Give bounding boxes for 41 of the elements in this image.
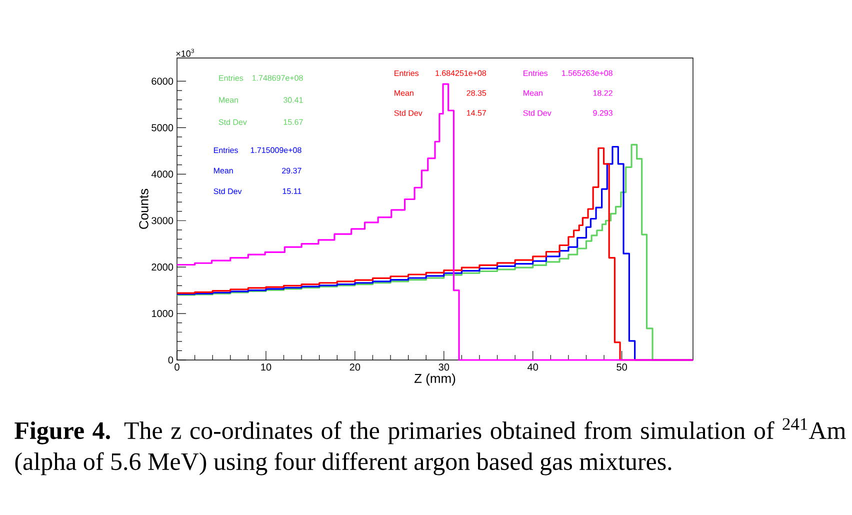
- y-tick-label: 0: [168, 356, 174, 364]
- text: Figure 4. The z co-ordinates of the primaries obtained from simulation of $^{241}$Am (alpha of 5.6 MeV) using four different argon based gas mixtures.: [14, 418, 846, 476]
- annotation: Std Dev: [214, 188, 242, 194]
- annotation: 1.684251e+08: [436, 70, 486, 76]
- annotation: 30.41: [284, 97, 303, 103]
- x-tick-label: 40: [528, 364, 538, 371]
- y-tick-label: 1000: [152, 310, 174, 318]
- annotation: Entries: [394, 70, 419, 76]
- x-axis-title: Z (mm): [414, 373, 456, 386]
- annotation: Mean: [219, 97, 238, 103]
- y-tick-label: 5000: [152, 124, 174, 132]
- annotation: 18.22: [593, 90, 612, 96]
- y-axis-title: Counts: [139, 188, 148, 229]
- annotation: 28.35: [466, 90, 486, 96]
- annotation: Mean: [524, 90, 542, 96]
- annotation: 9.293: [593, 110, 612, 116]
- annotation: 1.565263e+08: [562, 70, 612, 76]
- x-tick-label: 30: [438, 364, 450, 371]
- annotation: Entries: [524, 70, 548, 76]
- annotation: 1.748697e+08: [252, 75, 303, 81]
- annotation: Std Dev: [394, 110, 422, 116]
- annotation: Entries: [219, 74, 244, 81]
- y-tick-label: 4000: [151, 170, 174, 178]
- text: ×10$^{3}$: [176, 48, 194, 57]
- y-tick-label: 6000: [152, 78, 174, 85]
- x-tick-label: 10: [261, 364, 272, 371]
- x-tick-label: 0: [174, 364, 180, 371]
- x-tick-label: 20: [350, 364, 360, 371]
- y-tick-label: 2000: [152, 264, 174, 271]
- annotation: 14.57: [466, 110, 486, 116]
- annotation: 1.715009e+08: [250, 147, 302, 153]
- x-tick-label: 50: [616, 364, 627, 371]
- annotation: Entries: [214, 147, 238, 154]
- annotation: 15.67: [284, 119, 303, 125]
- annotation: Mean: [394, 90, 414, 96]
- y-tick-label: 3000: [152, 217, 174, 224]
- annotation: Std Dev: [218, 119, 247, 125]
- annotation: 29.37: [282, 168, 302, 174]
- annotation: Mean: [214, 168, 233, 174]
- annotation: 15.11: [282, 188, 302, 194]
- annotation: Std Dev: [523, 110, 552, 116]
